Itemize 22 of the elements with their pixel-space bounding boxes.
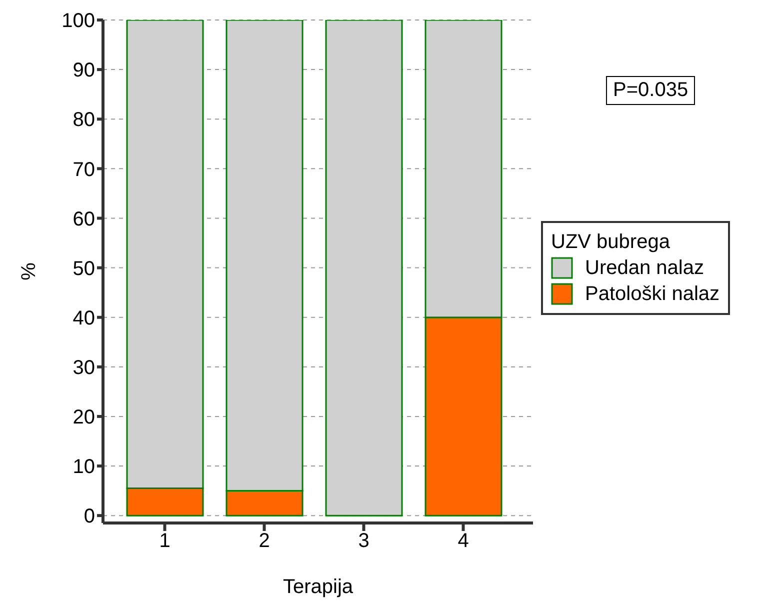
y-tick-label: 70 (72, 158, 95, 181)
bar (325, 20, 403, 516)
y-tick-label: 10 (72, 456, 95, 478)
y-tick-label: 80 (72, 109, 95, 132)
y-tick-label: 30 (72, 356, 95, 379)
x-tick-label: 1 (159, 530, 170, 552)
x-tick-label: 3 (358, 530, 370, 552)
y-axis-title: % (18, 262, 40, 280)
x-axis-title: Terapija (282, 576, 354, 598)
y-tick-label: 0 (84, 506, 95, 528)
text: P=0.035 (606, 76, 696, 105)
y-tick-label: 20 (72, 406, 95, 429)
y-tick-label: 100 (62, 10, 95, 32)
legend-label: Uredan nalaz (585, 256, 704, 281)
legend-label: Patološki nalaz (585, 282, 720, 307)
y-tick-label: 60 (72, 208, 95, 230)
y-tick-label: 40 (72, 307, 95, 330)
y-tick-label: 50 (72, 258, 95, 280)
x-tick-label: 4 (458, 530, 469, 552)
legend-title: UZV bubrega (551, 230, 671, 255)
x-tick-label: 2 (258, 530, 270, 552)
y-tick-label: 90 (72, 60, 95, 82)
